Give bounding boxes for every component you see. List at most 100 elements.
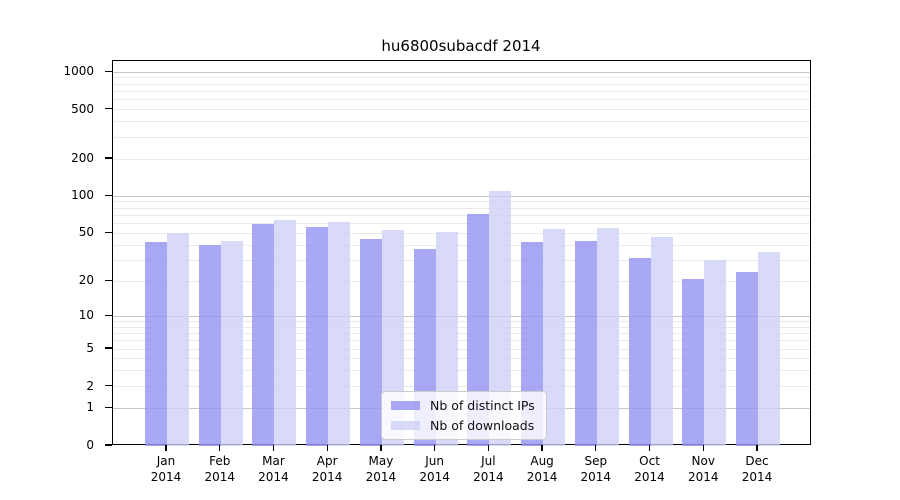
minor-gridline — [113, 386, 810, 388]
minor-gridline — [113, 358, 810, 360]
minor-gridline — [113, 99, 810, 101]
bar-distinct-ips-feb — [198, 245, 221, 446]
y-axis-tick-label: 50 — [78, 225, 94, 240]
x-axis-tick — [165, 445, 167, 451]
y-axis-tick-label: 2 — [86, 378, 94, 393]
y-axis-tick-label: 10 — [78, 308, 94, 323]
y-axis-tick-label: 0 — [86, 438, 94, 452]
x-axis-tick-label: Mar 2014 — [258, 454, 289, 484]
y-axis-tick-label: 5 — [86, 341, 94, 356]
y-axis-tick — [105, 347, 112, 349]
minor-gridline — [113, 223, 810, 225]
x-axis-tick — [648, 445, 651, 451]
minor-gridline — [113, 320, 810, 322]
legend-swatch-distinct-ips-icon — [391, 401, 420, 410]
minor-gridline — [113, 136, 810, 138]
minor-gridline — [113, 207, 810, 209]
x-axis-tick-label: Dec 2014 — [741, 454, 773, 484]
legend-entry-distinct-ips: Nb of distinct IPs — [391, 398, 535, 413]
x-axis-tick-label: Aug 2014 — [526, 454, 558, 484]
legend-entry-downloads: Nb of downloads — [391, 418, 535, 433]
minor-gridline — [113, 201, 810, 203]
y-axis-tick — [105, 157, 112, 159]
x-axis-tick — [541, 445, 543, 451]
bar-downloads-jan — [167, 233, 189, 446]
legend-label-downloads: Nb of downloads — [430, 418, 535, 433]
y-axis-tick-label: 200 — [71, 151, 94, 166]
bar-distinct-ips-jan — [145, 242, 167, 446]
minor-gridline — [113, 370, 810, 372]
minor-gridline — [113, 244, 810, 246]
minor-gridline — [113, 121, 810, 123]
minor-gridline — [113, 77, 810, 79]
minor-gridline — [113, 109, 810, 111]
y-axis-tick-label: 500 — [71, 101, 94, 116]
minor-gridline — [113, 214, 810, 216]
y-axis-tick — [105, 314, 112, 316]
y-axis-tick — [105, 70, 112, 72]
minor-gridline — [113, 332, 810, 334]
y-axis-tick — [105, 279, 112, 281]
y-axis-tick-label: 20 — [78, 273, 94, 288]
bar-distinct-ips-oct — [628, 258, 651, 446]
x-axis-tick-label: Nov 2014 — [687, 454, 719, 484]
plot-area: Nb of distinct IPs Nb of downloads — [112, 60, 811, 446]
bar-downloads-dec — [757, 252, 780, 446]
y-axis-tick-label: 100 — [71, 188, 94, 203]
minor-gridline — [113, 348, 810, 350]
major-gridline — [113, 195, 810, 197]
bar-distinct-ips-jul — [467, 213, 490, 446]
bar-downloads-apr — [328, 221, 351, 446]
bar-downloads-oct — [650, 236, 673, 446]
x-axis-tick — [433, 445, 436, 451]
x-axis-tick — [326, 445, 328, 451]
y-axis-tick — [105, 194, 112, 196]
bar-downloads-feb — [220, 241, 243, 446]
bar-distinct-ips-may — [359, 238, 382, 446]
legend-label-distinct-ips: Nb of distinct IPs — [430, 398, 535, 413]
bar-downloads-sep — [596, 228, 619, 446]
bar-downloads-jul — [489, 191, 512, 446]
y-axis-tick — [105, 444, 112, 446]
x-axis-tick-label: May 2014 — [365, 454, 397, 484]
y-axis-tick — [105, 231, 112, 233]
x-axis-tick — [219, 445, 221, 451]
minor-gridline — [113, 326, 810, 328]
y-axis-tick — [105, 406, 112, 409]
minor-gridline — [113, 340, 810, 342]
bar-downloads-aug — [543, 229, 566, 446]
y-axis-tick-label: 1 — [86, 400, 94, 415]
x-axis-tick-label: Oct 2014 — [634, 454, 665, 484]
bar-distinct-ips-mar — [252, 224, 275, 446]
bar-distinct-ips-dec — [735, 271, 758, 446]
chart-title: hu6800subacdf 2014 — [381, 37, 541, 55]
x-axis-tick-label: Feb 2014 — [204, 454, 235, 484]
major-gridline — [113, 315, 810, 317]
bar-distinct-ips-nov — [682, 278, 705, 446]
x-axis-tick — [380, 445, 382, 451]
minor-gridline — [113, 158, 810, 160]
legend: Nb of distinct IPs Nb of downloads — [381, 391, 547, 440]
x-axis-tick — [702, 445, 704, 451]
minor-gridline — [113, 232, 810, 234]
x-axis-tick-label: Jan 2014 — [150, 454, 182, 484]
bar-downloads-mar — [274, 220, 297, 446]
x-axis-tick — [272, 445, 275, 451]
x-axis-tick-label: Jul 2014 — [473, 454, 504, 484]
x-axis-tick-label: Apr 2014 — [311, 454, 343, 484]
x-axis-tick — [595, 445, 597, 451]
x-axis-tick-label: Jun 2014 — [419, 454, 450, 484]
legend-swatch-downloads-icon — [391, 421, 420, 430]
bar-distinct-ips-apr — [306, 227, 329, 446]
minor-gridline — [113, 83, 810, 85]
x-axis-tick-label: Sep 2014 — [580, 454, 612, 484]
bar-distinct-ips-sep — [574, 241, 597, 446]
y-axis-tick — [105, 384, 112, 387]
y-axis-tick — [105, 107, 112, 110]
x-axis-tick — [756, 445, 758, 451]
major-gridline — [113, 71, 810, 73]
x-axis-tick — [487, 445, 489, 451]
minor-gridline — [113, 259, 810, 261]
bar-downloads-nov — [704, 260, 727, 446]
